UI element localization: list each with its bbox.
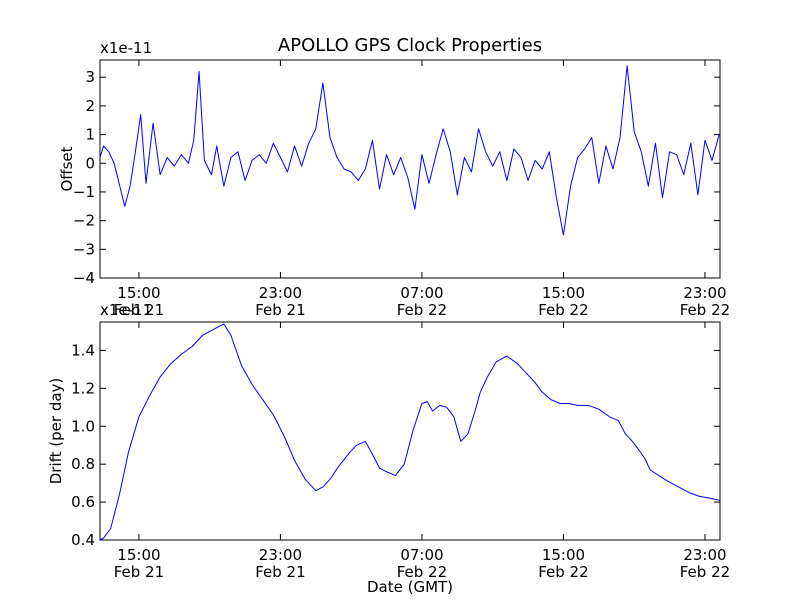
bottom-y-tick-label-4: 0.6 (71, 493, 95, 511)
top-x-tick-label-line2-3: Feb 22 (538, 301, 588, 319)
bottom-y-axis-label: Drift (per day) (47, 378, 65, 485)
drift-series-line (99, 323, 720, 541)
top-y-tick-label-3: 0 (85, 154, 95, 172)
top-x-tick-label-line1-2: 07:00 (400, 284, 443, 302)
bottom-x-tick-label-line2-4: Feb 22 (680, 563, 730, 581)
top-x-tick-label-line2-1: Feb 21 (255, 301, 305, 319)
top-y-tick-label-5: −2 (73, 212, 95, 230)
bottom-x-tick-label-line2-3: Feb 22 (538, 563, 588, 581)
top-y-tick-label-6: −3 (73, 240, 95, 258)
bottom-x-tick-label-line1-2: 07:00 (400, 546, 443, 564)
bottom-x-tick-label-line1-1: 23:00 (259, 546, 302, 564)
top-y-axis-label: Offset (58, 146, 76, 191)
bottom-x-tick-label-line2-0: Feb 21 (114, 563, 164, 581)
bottom-y-tick-label-5: 0.4 (71, 531, 95, 549)
top-x-tick-label-line2-4: Feb 22 (680, 301, 730, 319)
top-y-tick-label-7: −4 (73, 269, 95, 287)
bottom-x-tick-label-line2-2: Feb 22 (397, 563, 447, 581)
top-y-multiplier: x1e-11 (100, 39, 152, 57)
bottom-plot-frame (99, 321, 721, 541)
bottom-x-tick-label-line1-0: 15:00 (117, 546, 160, 564)
top-plot-frame (99, 59, 721, 279)
bottom-y-tick-label-0: 1.4 (71, 341, 95, 359)
top-y-tick-label-1: 2 (85, 97, 95, 115)
bottom-drift-plot: x1e-11 Drift (per day) Date (GMT) 1.4 1.2… (47, 301, 730, 596)
bottom-y-multiplier: x1e-11 (100, 301, 152, 319)
bottom-y-ticks: 1.4 1.2 1.0 0.8 0.6 0.4 (71, 341, 720, 549)
bottom-y-tick-label-3: 0.8 (71, 455, 95, 473)
bottom-x-tick-label-line1-4: 23:00 (683, 546, 726, 564)
top-x-tick-label-line1-3: 15:00 (542, 284, 585, 302)
bottom-x-tick-label-line1-3: 15:00 (542, 546, 585, 564)
bottom-y-tick-label-1: 1.2 (71, 379, 95, 397)
bottom-y-tick-label-2: 1.0 (71, 417, 95, 435)
offset-series-line (99, 65, 720, 236)
top-y-tick-label-2: 1 (85, 126, 95, 144)
top-x-tick-label-line2-2: Feb 22 (397, 301, 447, 319)
chart-title: APOLLO GPS Clock Properties (278, 35, 542, 56)
top-y-ticks: 3 2 1 0 −1 −2 −3 −4 (73, 68, 720, 287)
bottom-x-tick-label-line2-1: Feb 21 (255, 563, 305, 581)
top-x-tick-label-line1-1: 23:00 (259, 284, 302, 302)
top-y-tick-label-4: −1 (73, 183, 95, 201)
bottom-x-axis-label: Date (GMT) (367, 578, 453, 596)
top-x-tick-label-line1-4: 23:00 (683, 284, 726, 302)
top-x-tick-label-line1-0: 15:00 (117, 284, 160, 302)
top-x-tick-label-line2-0: Feb 21 (114, 301, 164, 319)
top-y-tick-label-0: 3 (85, 68, 95, 86)
